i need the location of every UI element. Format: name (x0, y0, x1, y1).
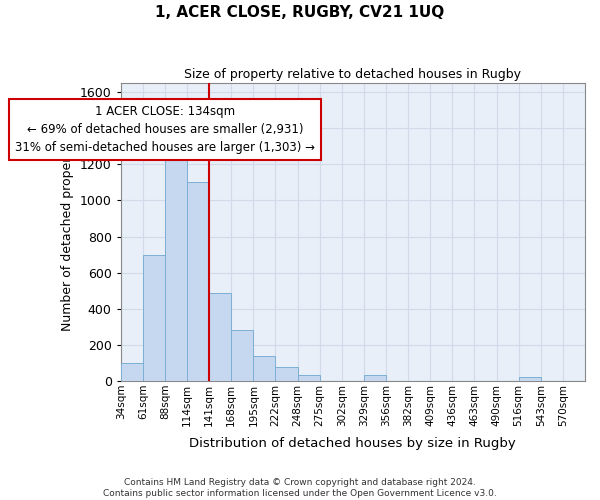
Bar (187, 182, 209, 381)
Bar (165, 141, 187, 381)
Bar (364, 374, 386, 381)
Bar (518, 378, 541, 381)
Title: Size of property relative to detached houses in Rugby: Size of property relative to detached ho… (184, 68, 521, 80)
Bar (209, 292, 231, 381)
Text: 1 ACER CLOSE: 134sqm
← 69% of detached houses are smaller (2,931)
31% of semi-de: 1 ACER CLOSE: 134sqm ← 69% of detached h… (15, 104, 315, 154)
Bar (298, 374, 320, 381)
Text: Contains HM Land Registry data © Crown copyright and database right 2024.
Contai: Contains HM Land Registry data © Crown c… (103, 478, 497, 498)
Bar (275, 368, 298, 381)
Bar (231, 330, 253, 381)
Text: 1, ACER CLOSE, RUGBY, CV21 1UQ: 1, ACER CLOSE, RUGBY, CV21 1UQ (155, 5, 445, 20)
X-axis label: Distribution of detached houses by size in Rugby: Distribution of detached houses by size … (190, 437, 516, 450)
Bar (253, 356, 275, 381)
Y-axis label: Number of detached properties: Number of detached properties (61, 134, 74, 330)
Bar (143, 254, 165, 381)
Bar (121, 363, 143, 381)
